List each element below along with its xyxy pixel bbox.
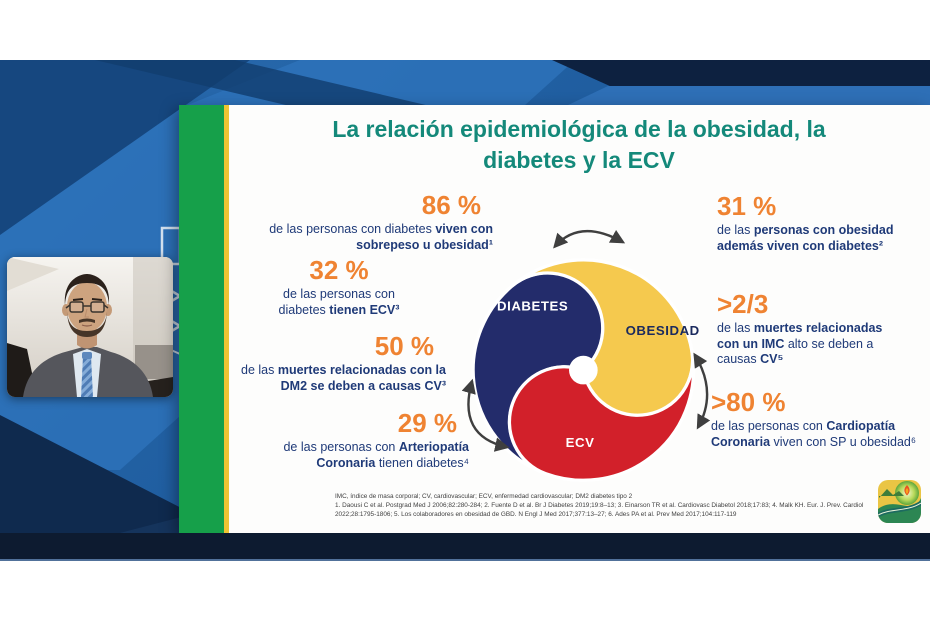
stat-32-percent: 32 % de las personas con diabetes tienen… (269, 255, 409, 318)
swirl-diagram: DIABETES OBESIDAD ECV (450, 218, 720, 493)
swirl-center-hole (569, 355, 598, 385)
stat-31-percent: 31 % de las personas con obesidad además… (717, 191, 897, 254)
top-navy-band (552, 60, 930, 87)
top-blue-band (566, 86, 930, 106)
stat-value: 31 % (717, 191, 777, 221)
stat-29-percent: 29 % de las personas con Arteriopatía Co… (257, 408, 469, 471)
bottom-navy-band (0, 533, 930, 559)
stat-value: >80 % (711, 387, 786, 417)
yellow-accent-stripe (224, 105, 229, 533)
stat-50-percent: 50 % de las muertes relacionadas con la … (229, 331, 446, 394)
green-accent-bar (179, 105, 224, 533)
stat-value: >2/3 (717, 289, 769, 319)
footnotes: IMC, índice de masa corporal; CV, cardio… (335, 493, 900, 520)
obesidad-label: OBESIDAD (626, 323, 700, 338)
stat-value: 32 % (309, 255, 369, 285)
cycle-arrow-right-icon (693, 352, 711, 430)
video-frame: La relación epidemiológica de la obesida… (0, 60, 930, 561)
stat-value: 50 % (374, 331, 434, 361)
footnote-line: 1. Daousi C et al. Postgrad Med J 2006;8… (335, 501, 864, 509)
stat-86-percent: 86 % de las personas con diabetes viven … (237, 190, 493, 253)
stat-description: de las personas con Arteriopatía Coronar… (283, 440, 469, 470)
org-logo (877, 479, 922, 524)
stat-description: de las personas con Cardiopatía Coronari… (711, 419, 917, 449)
presenter-video (7, 257, 173, 397)
diabetes-label: DIABETES (497, 299, 568, 314)
footnote-line: 2022;28:1795-1806; 5. Los colaboradores … (335, 510, 737, 518)
stat-description: de las personas con obesidad además vive… (717, 223, 894, 253)
stat-value: 29 % (397, 408, 457, 438)
stat-two-thirds: >2/3 de las muertes relacionadas con un … (717, 289, 907, 367)
slide-sheet: La relación epidemiológica de la obesida… (179, 105, 930, 533)
ecv-lobe (507, 349, 696, 482)
stat-80-percent: >80 % de las personas con Cardiopatía Co… (711, 387, 930, 450)
footnote-line: IMC, índice de masa corporal; CV, cardio… (335, 493, 633, 500)
stat-value: 86 % (421, 190, 481, 220)
presenter-webcam (7, 257, 173, 397)
cycle-arrow-top-icon (553, 229, 626, 249)
stat-description: de las muertes relacionadas con la DM2 s… (241, 363, 446, 393)
stat-description: de las personas con diabetes viven con s… (269, 222, 493, 252)
cycle-arrow-left-icon (461, 378, 510, 452)
bottom-accent-line (0, 559, 930, 561)
stat-description: de las muertes relacionadas con un IMC a… (717, 321, 883, 366)
stat-description: de las personas con diabetes tienen ECV³ (278, 287, 400, 317)
ecv-label: ECV (566, 435, 595, 450)
slide: La relación epidemiológica de la obesida… (229, 105, 930, 533)
slide-title: La relación epidemiológica de la obesida… (332, 116, 826, 174)
